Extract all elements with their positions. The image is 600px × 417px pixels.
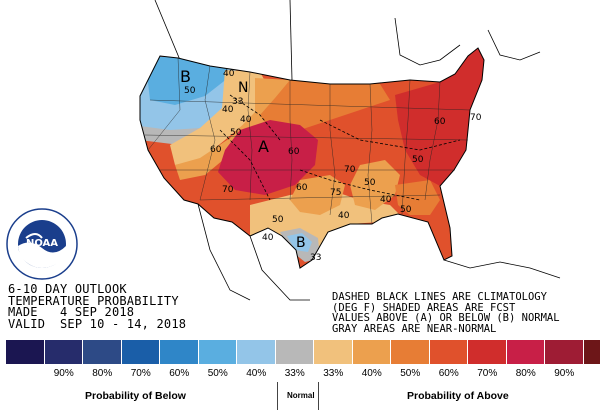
contour-label: 50 <box>400 205 412 215</box>
legend-swatch <box>468 340 507 364</box>
above-label-central: A <box>258 137 269 156</box>
contour-label: 50 <box>184 86 196 96</box>
legend-tick-spacer <box>6 368 45 379</box>
probability-below-caption: Probability of Below <box>85 390 186 402</box>
zone-40-south <box>250 190 400 260</box>
outlook-title: 6-10 DAY OUTLOOK <box>8 282 127 296</box>
note-line: DASHED BLACK LINES ARE CLIMATOLOGY <box>332 291 547 303</box>
zone-60-southeast <box>395 180 440 215</box>
contour-label: 50 <box>272 215 284 225</box>
legend-tick-label: 40% <box>246 368 267 379</box>
svg-text:NOAA: NOAA <box>26 238 58 249</box>
outlook-info: 6-10 DAY OUTLOOK TEMPERATURE PROBABILITY… <box>8 282 187 331</box>
zone-60-below <box>145 56 228 105</box>
contour-label: 60 <box>210 145 222 155</box>
legend-swatch <box>198 340 237 364</box>
legend-tick-label: 70% <box>477 368 498 379</box>
probability-above-caption: Probability of Above <box>407 390 509 402</box>
zone-40-below-texas <box>287 233 312 252</box>
contour-label: 40 <box>338 211 350 221</box>
legend-swatch <box>391 340 430 364</box>
below-label-northwest: B <box>180 67 191 86</box>
normal-separator-left <box>277 382 278 410</box>
legend-swatch <box>83 340 122 364</box>
climatology-dashed-lines <box>219 94 461 201</box>
note-line: GRAY AREAS ARE NEAR-NORMAL <box>332 322 497 335</box>
note-line: VALUES ABOVE (A) OR BELOW (B) NORMAL <box>332 312 560 325</box>
legend-swatch <box>275 340 314 364</box>
legend-swatch <box>237 340 276 364</box>
zone-50-southeast <box>350 160 400 210</box>
zone-80-central <box>218 120 318 195</box>
outlook-valid-date: VALID SEP 10 - 14, 2018 <box>8 316 187 331</box>
legend-swatch <box>429 340 468 364</box>
zone-40-above-nw <box>170 70 270 165</box>
contour-label: 40 <box>240 115 252 125</box>
outlook-made-date: MADE 4 SEP 2018 <box>8 305 135 319</box>
contour-label: 60 <box>288 147 300 157</box>
border-lines <box>154 0 561 301</box>
legend-swatch <box>583 340 600 364</box>
contour-label: 70 <box>470 113 482 123</box>
below-label-texas: B <box>296 235 306 251</box>
zone-60-above-central <box>260 80 390 130</box>
legend-swatch <box>121 340 160 364</box>
legend-tick-label: 40% <box>361 368 382 379</box>
zone-70-east <box>395 48 484 186</box>
normal-separator-right <box>318 382 319 410</box>
legend-tick-label: 50% <box>207 368 228 379</box>
legend-swatch <box>352 340 391 364</box>
contour-label: 40 <box>380 195 392 205</box>
contour-label: 50 <box>412 155 424 165</box>
legend-tick-label: 90% <box>554 368 575 379</box>
map-notes: DASHED BLACK LINES ARE CLIMATOLOGY (DEG … <box>332 292 560 334</box>
contour-label: 40 <box>222 105 234 115</box>
legend-swatch <box>506 340 545 364</box>
legend-tick-label: 70% <box>130 368 151 379</box>
contour-label: 33 <box>232 97 243 107</box>
state-lines <box>144 57 471 225</box>
legend-tick-label: 80% <box>92 368 113 379</box>
legend-swatch <box>160 340 199 364</box>
normal-caption: Normal <box>287 391 315 400</box>
contour-label: 75 <box>330 188 341 198</box>
contour-label: 70 <box>222 185 234 195</box>
note-line: (DEG F) SHADED AREAS ARE FCST <box>332 301 516 314</box>
contour-label: 70 <box>344 165 356 175</box>
legend-tick-label: 33% <box>323 368 344 379</box>
legend-tick-label: 80% <box>515 368 536 379</box>
legend-tick-label: 33% <box>284 368 305 379</box>
normal-label: N <box>238 80 248 96</box>
legend-tick-label: 50% <box>400 368 421 379</box>
legend-swatch <box>44 340 83 364</box>
legend-tick-label: 60% <box>438 368 459 379</box>
us-temperature-map <box>139 47 485 269</box>
outlook-subtitle: TEMPERATURE PROBABILITY <box>8 293 179 308</box>
forecast-map: B N A B 40 50 40 33 40 50 60 70 60 60 70… <box>139 0 561 301</box>
contour-label: 33 <box>310 253 321 263</box>
legend-tick-label: 60% <box>169 368 190 379</box>
legend-tick-label: 90% <box>53 368 74 379</box>
legend-swatch <box>545 340 584 364</box>
contour-label: 50 <box>364 178 376 188</box>
legend-tick-labels: 90% 80% 70% 60% 50% 40% 33% 33% 40% 50% 60% 70% 80% 9… <box>6 368 584 379</box>
contour-label: 50 <box>230 128 242 138</box>
contour-label: 60 <box>296 183 308 193</box>
legend-swatch <box>6 340 45 364</box>
contour-label: 40 <box>262 233 274 243</box>
contour-label: 60 <box>434 117 446 127</box>
legend-swatch <box>314 340 353 364</box>
contour-label: 40 <box>223 69 235 79</box>
noaa-logo-icon: NOAA <box>6 208 78 280</box>
legend-color-bar <box>6 340 600 364</box>
